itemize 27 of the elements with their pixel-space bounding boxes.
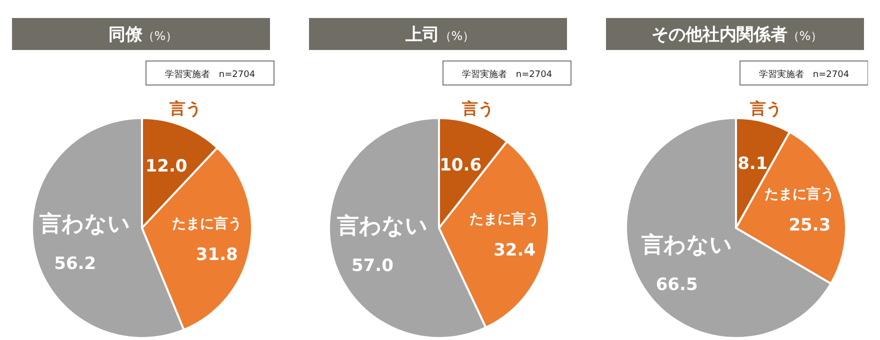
- data-label: 57.0: [351, 256, 394, 276]
- chart-title: その他社内関係者: [651, 25, 788, 45]
- slice-label: 言う: [168, 99, 202, 118]
- slice-label: 言う: [460, 99, 494, 118]
- text: 学習実施者 n=2704: [164, 69, 256, 80]
- slice-label: たまに言う: [172, 214, 242, 232]
- slice-label: 言わない: [38, 211, 131, 238]
- chart-subtitle: （%）: [439, 29, 475, 43]
- chart-subtitle: （%）: [787, 29, 823, 43]
- data-label: 10.6: [440, 156, 482, 176]
- slice-label: 言う: [748, 99, 782, 118]
- text: 学習実施者 n=2704: [462, 69, 552, 80]
- data-label: 66.5: [656, 274, 698, 295]
- data-label: 8.1: [738, 154, 768, 174]
- slice-label: たまに言う: [470, 210, 540, 228]
- data-label: 56.2: [54, 254, 96, 274]
- text: 学習実施者 n=2704: [758, 69, 850, 80]
- slice-label: 言わない: [640, 232, 732, 258]
- chart-title: 上司: [404, 25, 440, 45]
- data-label: 31.8: [196, 244, 238, 265]
- data-label: 32.4: [494, 240, 536, 260]
- slice-label: 言わない: [336, 212, 428, 239]
- data-label: 25.3: [788, 216, 831, 236]
- data-label: 12.0: [145, 156, 188, 177]
- chart-title: 同僚: [108, 25, 144, 45]
- chart-subtitle: （%）: [142, 29, 178, 43]
- slice-label: たまに言う: [764, 186, 835, 203]
